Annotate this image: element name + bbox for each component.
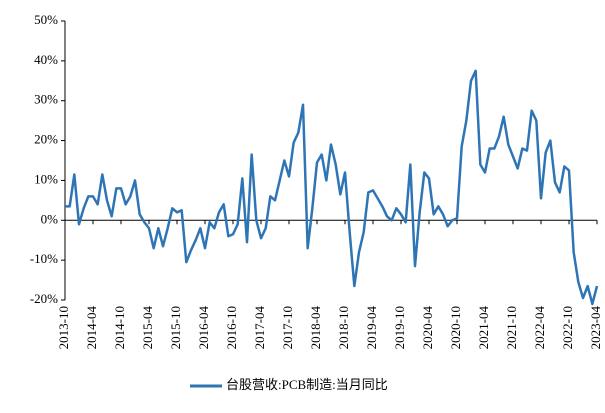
y-tick-label: 40% xyxy=(34,52,58,67)
x-tick-label: 2020-10 xyxy=(448,306,463,349)
x-tick-label: 2014-04 xyxy=(84,306,99,350)
x-tick-label: 2019-10 xyxy=(392,306,407,349)
y-tick-label: -20% xyxy=(30,291,58,306)
x-tick-label: 2021-10 xyxy=(504,306,519,349)
y-tick-label: -10% xyxy=(30,251,58,266)
y-tick-label: 0% xyxy=(41,211,59,226)
y-tick-label: 20% xyxy=(34,132,58,147)
x-tick-label: 2022-10 xyxy=(560,306,575,349)
legend-label: 台股营收:PCB制造:当月同比 xyxy=(226,377,388,392)
x-tick-label: 2020-04 xyxy=(420,306,435,350)
y-tick-label: 10% xyxy=(34,171,58,186)
x-tick-label: 2016-10 xyxy=(224,306,239,349)
x-tick-label: 2017-04 xyxy=(252,306,267,350)
x-tick-label: 2015-10 xyxy=(168,306,183,349)
x-tick-label: 2014-10 xyxy=(112,306,127,349)
x-tick-label: 2015-04 xyxy=(140,306,155,350)
x-tick-label: 2022-04 xyxy=(532,306,547,350)
y-tick-label: 50% xyxy=(34,12,58,27)
x-tick-label: 2021-04 xyxy=(476,306,491,350)
x-tick-label: 2023-04 xyxy=(588,306,603,350)
x-tick-label: 2013-10 xyxy=(56,306,71,349)
y-tick-label: 30% xyxy=(34,92,58,107)
series-line xyxy=(65,69,599,306)
x-tick-label: 2018-04 xyxy=(308,306,323,350)
x-tick-label: 2019-04 xyxy=(364,306,379,350)
x-tick-label: 2017-10 xyxy=(280,306,295,349)
x-tick-label: 2016-04 xyxy=(196,306,211,350)
x-tick-label: 2018-10 xyxy=(336,306,351,349)
